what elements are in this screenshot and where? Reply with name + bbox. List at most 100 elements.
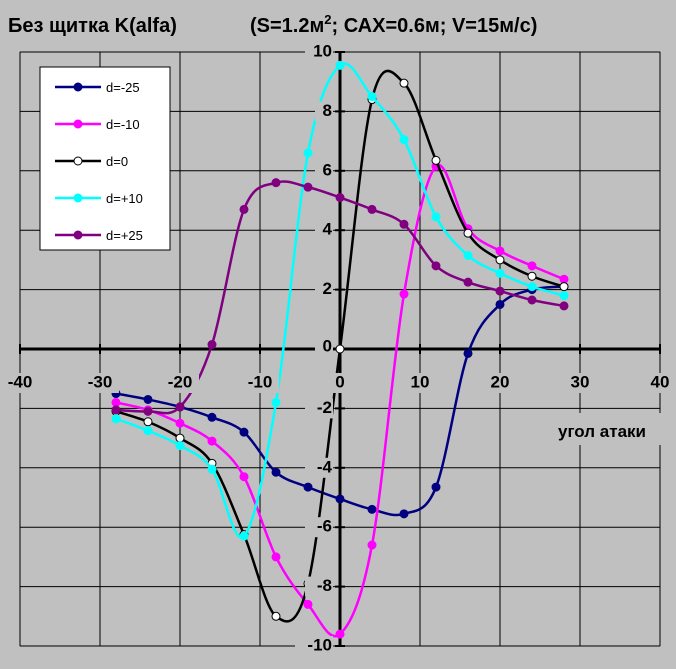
y-tick-label-text: -2: [317, 398, 332, 417]
x-tick-label-text: 20: [491, 372, 510, 391]
y-tick-label-bg: [305, 576, 333, 597]
y-tick-label: -6: [305, 517, 333, 538]
x-tick-label-text: -20: [168, 372, 193, 391]
y-tick-label-bg: [315, 337, 333, 357]
data-point: [431, 155, 441, 165]
y-tick-label: -8: [305, 576, 333, 597]
data-point: [271, 178, 281, 188]
legend-label: d=+25: [106, 228, 143, 243]
legend-marker: [73, 230, 83, 240]
x-tick-label-text: 0: [335, 372, 344, 391]
data-point: [143, 426, 153, 436]
data-point: [367, 92, 377, 102]
data-point: [463, 348, 473, 358]
x-tick-label: -20: [161, 372, 199, 393]
data-point: [239, 472, 249, 482]
data-point: [431, 261, 441, 271]
y-tick-label-text: 6: [323, 160, 332, 179]
data-point: [303, 182, 313, 192]
x-tick-label-bg: [331, 373, 349, 393]
x-tick-label: 0: [331, 372, 349, 393]
data-point: [527, 282, 537, 292]
x-tick-label-text: 30: [571, 372, 590, 391]
x-tick-label-bg: [1, 373, 39, 393]
legend: d=-25 d=-10 d=0 d=+10 d=+25: [39, 66, 171, 251]
x-tick-label-bg: [566, 373, 594, 393]
data-point: [559, 291, 569, 301]
x-tick-label-bg: [486, 373, 514, 393]
x-axis-title: угол атаки: [530, 413, 662, 445]
y-tick-label: 8: [315, 101, 333, 122]
y-tick-label-bg: [305, 398, 333, 419]
x-tick-label: -30: [81, 372, 119, 393]
y-tick-label: 10: [305, 41, 333, 62]
y-tick-label-bg: [315, 160, 333, 181]
series-line: [115, 163, 565, 638]
x-tick-label-text: -40: [8, 372, 33, 391]
data-point: [207, 412, 217, 422]
data-point: [175, 433, 185, 443]
legend-label: d=0: [106, 154, 128, 169]
data-point: [111, 414, 121, 424]
x-tick-label-bg: [646, 373, 674, 393]
data-point: [527, 295, 537, 305]
data-point: [559, 282, 569, 292]
x-tick-label-text: 40: [651, 372, 670, 391]
x-tick-label-text: 10: [411, 372, 430, 391]
data-point: [367, 540, 377, 550]
data-point: [399, 219, 409, 229]
y-tick-label: 0: [315, 336, 333, 357]
data-point: [271, 552, 281, 562]
legend-marker: [73, 156, 83, 166]
y-tick-label-text: -6: [317, 517, 332, 536]
y-tick-label-bg: [315, 220, 333, 241]
data-point: [271, 397, 281, 407]
data-point: [495, 299, 505, 309]
data-point: [239, 204, 249, 214]
y-tick-label-text: -10: [307, 635, 332, 654]
y-tick-label-bg: [315, 279, 333, 300]
legend-label: d=+10: [106, 191, 143, 206]
data-point: [175, 441, 185, 451]
x-tick-label-bg: [241, 373, 279, 393]
data-point: [175, 402, 185, 412]
x-tick-label: -40: [1, 372, 39, 393]
data-point: [143, 394, 153, 404]
y-tick-label-text: -4: [317, 457, 333, 476]
data-point: [399, 78, 409, 88]
data-point: [495, 255, 505, 265]
y-tick-label: 6: [315, 160, 333, 181]
y-tick-label-bg: [305, 42, 333, 62]
y-tick-label-text: -8: [317, 576, 332, 595]
data-point: [367, 204, 377, 214]
data-point: [399, 509, 409, 519]
x-tick-label-text: -10: [248, 372, 273, 391]
legend-label: d=-25: [106, 80, 140, 95]
data-point: [463, 277, 473, 287]
data-point: [495, 246, 505, 256]
data-point: [207, 436, 217, 446]
data-point: [271, 611, 281, 621]
chart-subtitle-superscript: 2: [324, 12, 331, 27]
y-tick-label: -10: [295, 635, 333, 656]
series-line: [115, 62, 565, 539]
data-point: [399, 289, 409, 299]
data-point: [463, 250, 473, 260]
data-point: [335, 193, 345, 203]
data-point: [527, 261, 537, 271]
x-axis-title-text: угол атаки: [558, 422, 646, 441]
y-tick-label-text: 8: [323, 101, 332, 120]
chart-title: Без щитка K(alfa): [8, 15, 177, 37]
x-tick-label-bg: [161, 373, 199, 393]
data-point: [143, 406, 153, 416]
chart-subtitle-part: (S=1.2м: [250, 15, 324, 37]
y-tick-label-text: 10: [313, 41, 332, 60]
data-point: [431, 212, 441, 222]
data-point: [335, 629, 345, 639]
y-tick-label-text: 2: [323, 279, 332, 298]
y-tick-label-bg: [305, 457, 333, 478]
legend-box: [39, 66, 171, 251]
data-point: [303, 599, 313, 609]
